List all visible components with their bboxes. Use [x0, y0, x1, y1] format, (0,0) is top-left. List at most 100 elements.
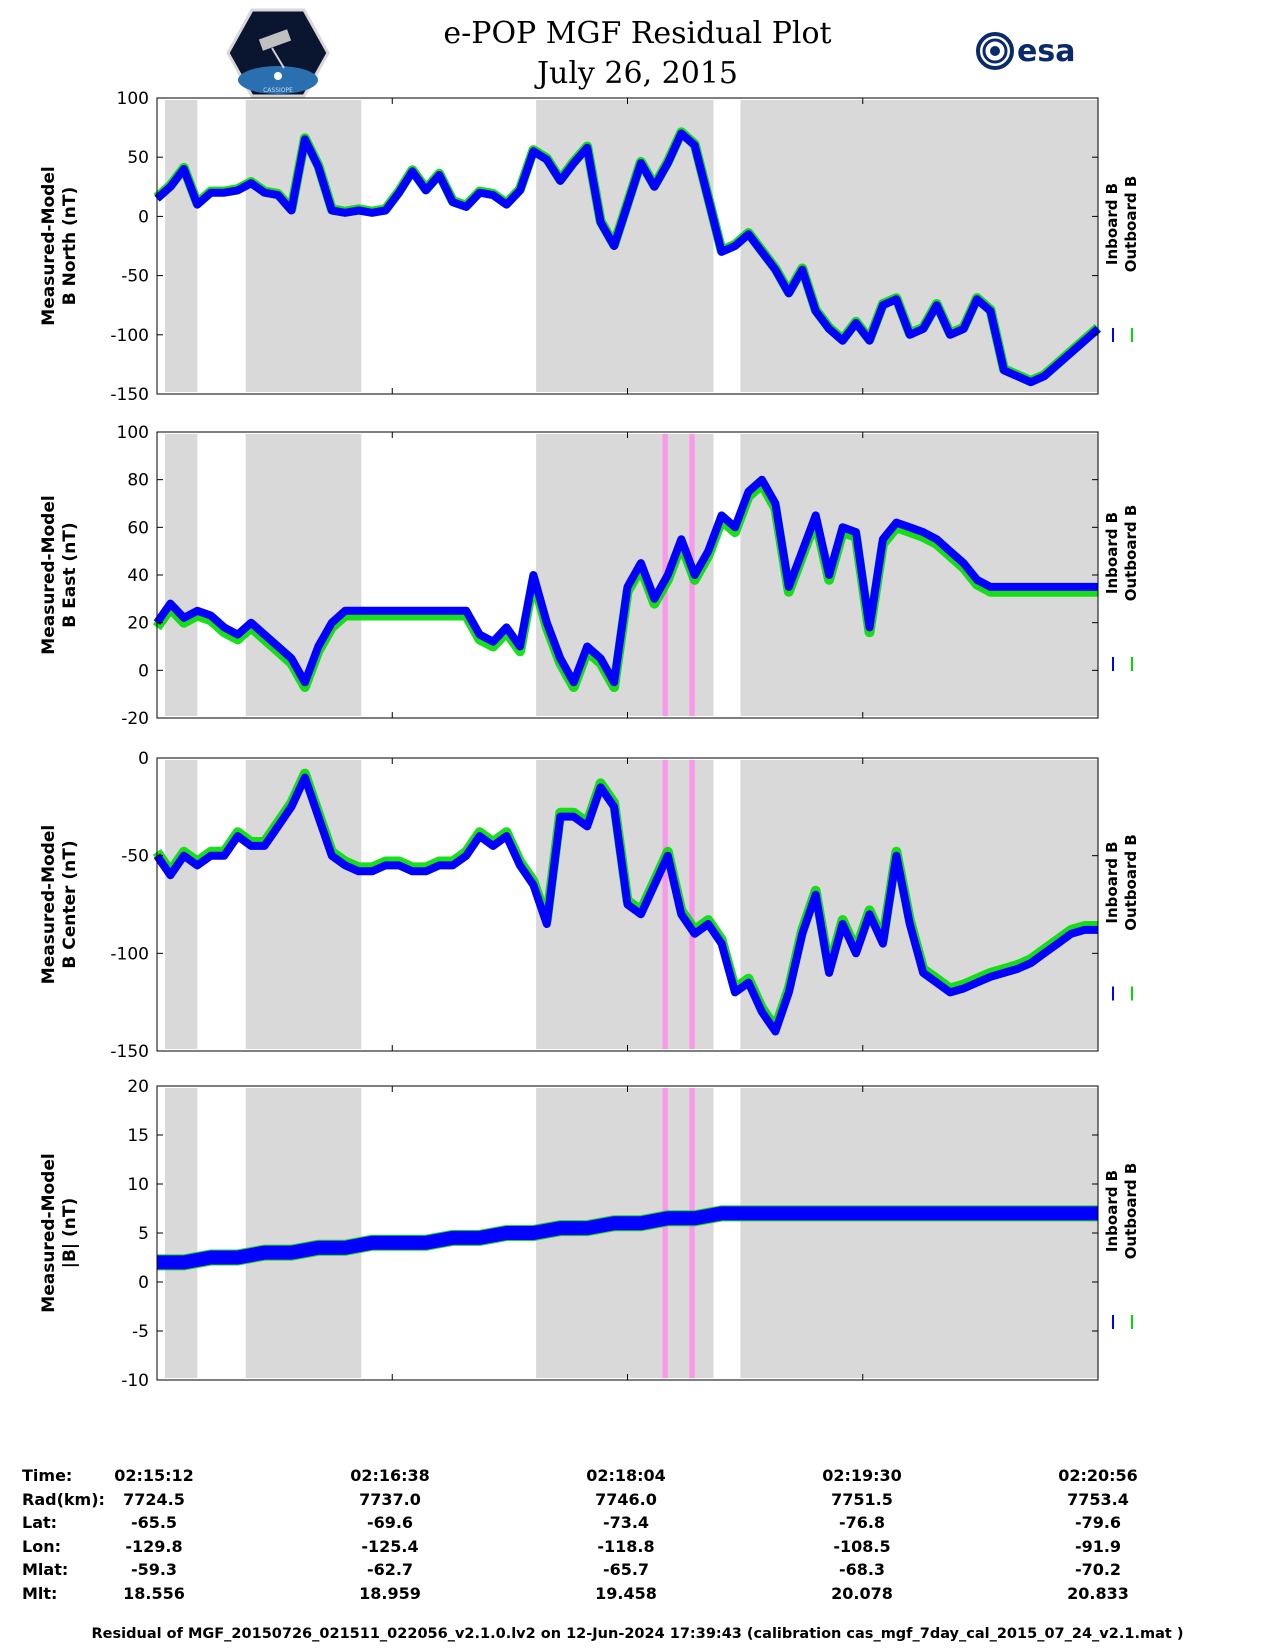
panel-1-ytick-label: -50 [121, 267, 149, 287]
table-cell: 19.458 [595, 1583, 657, 1603]
panel-2-series-inboard [153, 475, 1098, 687]
panel-3-marker-1 [662, 760, 668, 1049]
panel-3-ytick-label: 0 [138, 749, 149, 769]
panel-4-ytick-label: 20 [127, 1077, 149, 1097]
footer-caption: Residual of MGF_20150726_021511_022056_v… [91, 1626, 1184, 1642]
panel-1-legend-label: Inboard B [1103, 183, 1121, 265]
svg-text:esa: esa [1017, 34, 1075, 69]
panel-4-ytick-label: 10 [127, 1175, 149, 1195]
panel-2-shade-1 [165, 434, 198, 716]
panel-1-ylabel: B North (nT) [60, 187, 80, 306]
panel-2-ytick-label: 80 [127, 471, 149, 491]
table-cell: -118.8 [597, 1536, 655, 1556]
panel-4-ytick-label: -5 [132, 1322, 149, 1342]
panel-2-ylabel: B East (nT) [60, 522, 80, 627]
panel-4-legend-label: Outboard B [1122, 1163, 1140, 1260]
panel-3-shade-2 [245, 760, 362, 1049]
table-cell: -65.7 [602, 1560, 650, 1579]
table-cell: 02:16:38 [350, 1466, 430, 1485]
panel-4-ytick-label: 0 [138, 1273, 149, 1293]
panel-3-ytick-label: -50 [121, 847, 149, 867]
table-cell: -125.4 [361, 1536, 419, 1556]
row-label: Lon: [22, 1536, 61, 1556]
title-line-1: e-POP MGF Residual Plot [443, 16, 832, 51]
table-cell: 7746.0 [595, 1489, 657, 1509]
ephemeris-table: Time: Rad(km): Lat: Lon: Mlat: Mlt: 02:15:12 77… [0, 1466, 1275, 1626]
svg-text:CASSIOPE: CASSIOPE [263, 87, 293, 94]
panel-3-ytick-label: -150 [110, 1042, 149, 1062]
table-cell: -73.4 [602, 1513, 650, 1532]
table-cell: 7751.5 [831, 1489, 893, 1509]
panel-2-ytick-label: -20 [121, 709, 149, 729]
panel-4-shade-1 [165, 1088, 198, 1378]
table-cell: 7724.5 [123, 1489, 185, 1509]
panel-3-marker-2 [689, 760, 695, 1049]
table-cell: 20.833 [1067, 1583, 1129, 1603]
panel-1-ylabel: Measured-Model [39, 166, 59, 325]
panel-4-ylabel: Measured-Model [39, 1153, 59, 1312]
panel-4-shade-4 [740, 1088, 1098, 1378]
cassiope-logo: CASSIOPE [226, 8, 330, 98]
row-label: Time: [22, 1466, 73, 1485]
panel-4-legend-label: Inboard B [1103, 1170, 1121, 1252]
panel-3-legend-label: Inboard B [1103, 841, 1121, 923]
panel-4-marker-1 [662, 1088, 668, 1378]
panel-1-ytick-label: 100 [117, 89, 149, 109]
panel-4-shade-2 [245, 1088, 362, 1378]
panel-4-series-inboard [157, 1206, 1098, 1270]
panel-3-legend-label: Outboard B [1122, 834, 1140, 931]
table-cell: -108.5 [833, 1536, 891, 1556]
panel-4-marker-2 [689, 1088, 695, 1378]
row-label: Mlt: [22, 1583, 58, 1603]
panel-1-legend-label: Outboard B [1122, 176, 1140, 273]
panel-3-ylabel: B Center (nT) [60, 840, 80, 968]
panel-2-ytick-label: 100 [117, 423, 149, 443]
table-cell: -59.3 [130, 1560, 178, 1579]
panel-1-ytick-label: 50 [127, 148, 149, 168]
panel-3-shade-1 [165, 760, 198, 1049]
table-cell: 20.078 [831, 1583, 893, 1603]
table-cell: 02:15:12 [114, 1466, 194, 1485]
panel-1-ytick-label: 0 [138, 207, 149, 227]
row-label: Lat: [22, 1513, 58, 1532]
row-label: Rad(km): [22, 1489, 105, 1509]
panel-1-shade-1 [165, 100, 198, 392]
panel-4-ytick-label: 5 [138, 1224, 149, 1244]
panel-3-ylabel: Measured-Model [39, 825, 59, 984]
panel-2-legend-label: Outboard B [1122, 505, 1140, 602]
panel-4-ylabel: |B| (nT) [60, 1198, 80, 1269]
table-cell: -62.7 [366, 1560, 414, 1579]
title-line-2: July 26, 2015 [536, 56, 739, 91]
row-label: Mlat: [22, 1560, 69, 1579]
table-cell: -79.6 [1074, 1513, 1122, 1532]
panel-2-ytick-label: 0 [138, 661, 149, 681]
table-cell: -91.9 [1074, 1536, 1122, 1556]
table-cell: -76.8 [838, 1513, 886, 1532]
panel-1-ytick-label: -100 [110, 326, 149, 346]
table-cell: 18.959 [359, 1583, 421, 1603]
panel-1-ytick-label: -150 [110, 385, 149, 405]
panel-1-shade-4 [740, 100, 1098, 392]
table-cell: 02:19:30 [822, 1466, 902, 1485]
table-cell: -70.2 [1074, 1560, 1122, 1579]
panel-2-ylabel: Measured-Model [39, 495, 59, 654]
table-cell: 18.556 [123, 1583, 185, 1603]
table-cell: 7753.4 [1067, 1489, 1129, 1509]
esa-logo: esa [976, 32, 1075, 70]
panel-4-ytick-label: -10 [121, 1371, 149, 1391]
panel-2-ytick-label: 40 [127, 566, 149, 586]
table-cell: 02:18:04 [586, 1466, 666, 1485]
panel-1-series-inboard [154, 129, 1101, 387]
panel-3-ytick-label: -100 [110, 944, 149, 964]
table-cell: -68.3 [838, 1560, 886, 1579]
panel-3-shade-4 [740, 760, 1098, 1049]
table-cell: -129.8 [125, 1536, 183, 1556]
panel-2-legend-label: Inboard B [1103, 512, 1121, 594]
table-cell: -69.6 [366, 1513, 414, 1532]
plot-title: e-POP MGF Residual Plot July 26, 2015 [0, 14, 1275, 94]
table-cell: 02:20:56 [1058, 1466, 1138, 1485]
panel-1-shade-3 [536, 100, 714, 392]
panel-2-shade-2 [245, 434, 362, 716]
table-cell: -65.5 [130, 1513, 178, 1532]
